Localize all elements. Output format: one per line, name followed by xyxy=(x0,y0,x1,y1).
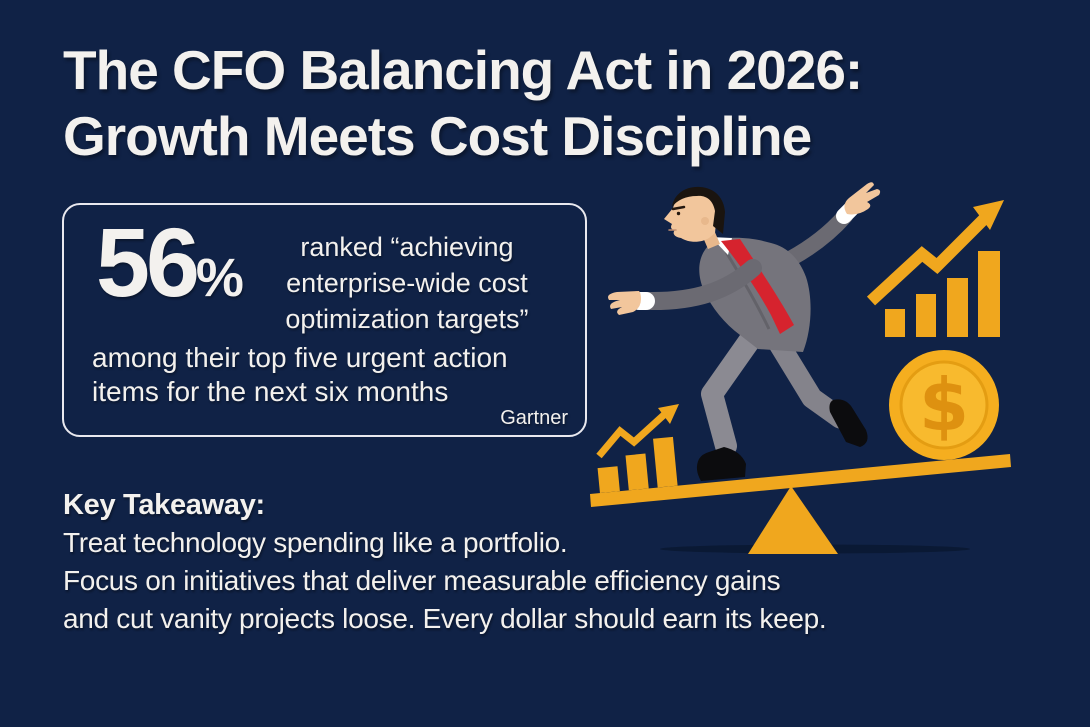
key-takeaway-heading: Key Takeaway: xyxy=(63,489,265,521)
page-title-line-2: Growth Meets Cost Discipline xyxy=(63,105,812,167)
dollar-coin-icon: $ xyxy=(889,350,999,460)
key-takeaway-line: Focus on initiatives that deliver measur… xyxy=(63,565,781,596)
stat-row: 56% ranked “achieving enterprise-wide co… xyxy=(92,214,570,337)
page-title-line-1: The CFO Balancing Act in 2026: xyxy=(63,39,863,101)
page-title: The CFO Balancing Act in 2026: Growth Me… xyxy=(63,37,863,169)
stat-continuation-line: items for the next six months xyxy=(92,376,449,407)
small-growth-chart-icon xyxy=(596,404,679,494)
dollar-sign: $ xyxy=(919,363,969,447)
businessman-icon xyxy=(608,182,881,481)
stat-continuation: among their top five urgent action items… xyxy=(92,341,570,409)
stat-quote: ranked “achieving enterprise-wide cost o… xyxy=(244,217,570,337)
key-takeaway-line: and cut vanity projects loose. Every dol… xyxy=(63,603,827,634)
stat-percent-sign: % xyxy=(195,248,244,308)
key-takeaway: Key Takeaway: Treat technology spending … xyxy=(63,486,827,638)
seesaw-icon xyxy=(590,454,1011,554)
stat-value: 56% xyxy=(96,214,244,324)
growth-chart-icon xyxy=(866,200,1004,337)
stat-continuation-line: among their top five urgent action xyxy=(92,342,508,373)
stat-card: 56% ranked “achieving enterprise-wide co… xyxy=(62,203,587,437)
source-attribution: Gartner xyxy=(500,407,568,429)
stat-quote-line: optimization targets” xyxy=(285,304,529,334)
key-takeaway-line: Treat technology spending like a portfol… xyxy=(63,527,568,558)
balance-illustration: $ xyxy=(590,182,1011,554)
stat-quote-line: enterprise-wide cost xyxy=(286,268,528,298)
stat-number: 56 xyxy=(96,208,200,317)
stat-quote-line: ranked “achieving xyxy=(300,232,514,262)
